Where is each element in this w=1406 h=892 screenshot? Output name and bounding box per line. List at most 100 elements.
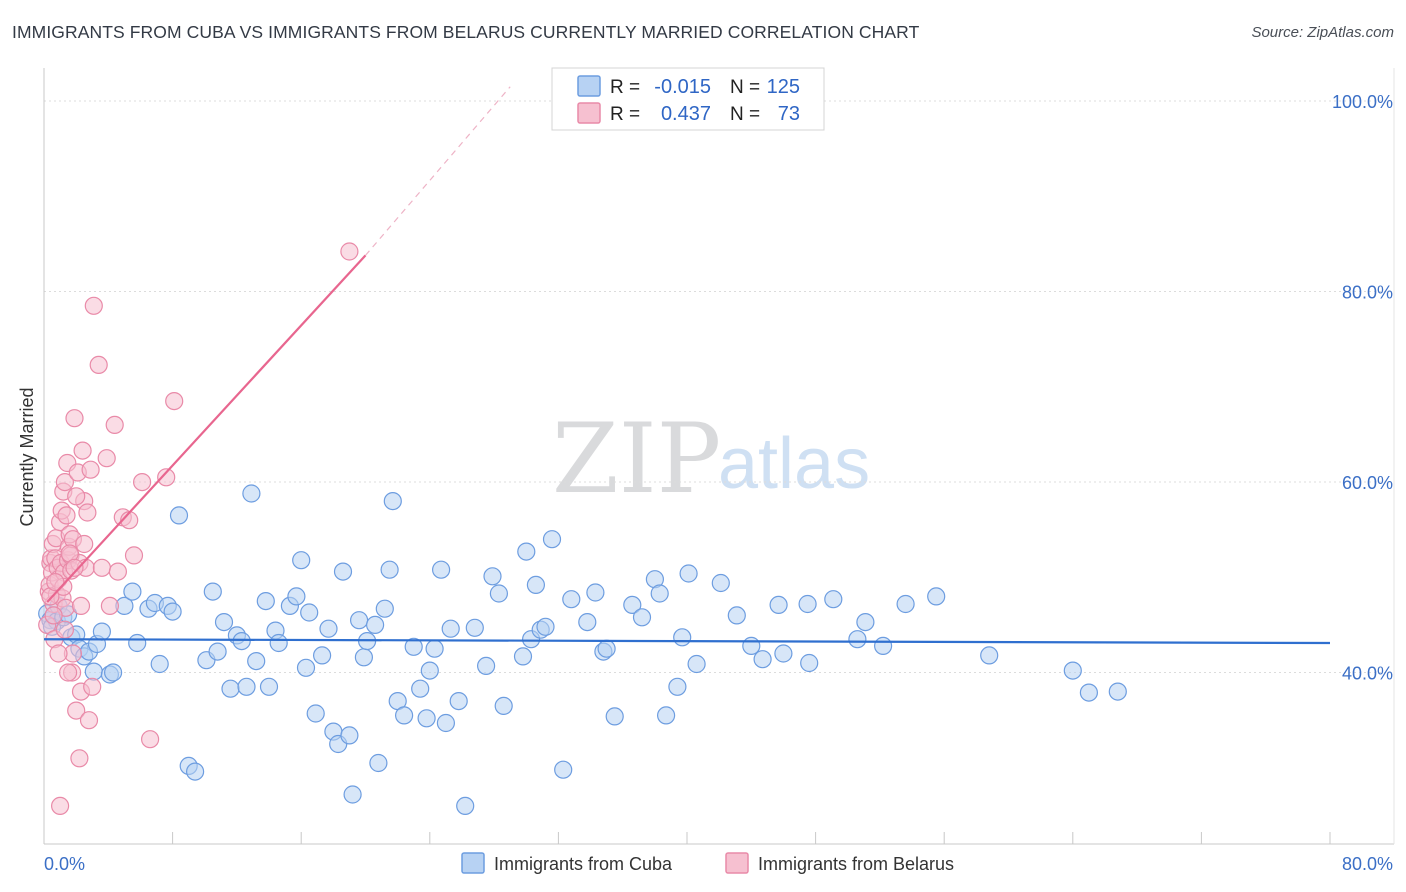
cuba-point-45 xyxy=(292,551,311,570)
cuba-point-13 xyxy=(84,662,103,681)
y-tick-label-60: 60.0% xyxy=(1342,473,1393,493)
cuba-point-113 xyxy=(848,630,867,649)
cuba-point-74 xyxy=(449,691,468,711)
belarus-point-32 xyxy=(67,701,86,720)
legend-r-label-cuba: R = xyxy=(610,77,640,98)
cuba-point-19 xyxy=(123,582,142,601)
legend-n-label-cuba: N = xyxy=(730,77,760,98)
watermark: ZIP atlas xyxy=(552,403,870,515)
y-tick-label-80: 80.0% xyxy=(1342,283,1393,303)
cuba-point-75 xyxy=(456,796,475,816)
belarus-point-64 xyxy=(67,487,86,506)
cuba-point-71 xyxy=(432,560,451,579)
cuba-point-55 xyxy=(343,785,362,804)
bottom-legend-label-belarus: Immigrants from Belarus xyxy=(758,854,954,874)
cuba-point-23 xyxy=(150,654,169,674)
cuba-point-69 xyxy=(420,661,439,680)
cuba-point-93 xyxy=(597,639,616,658)
cuba-point-82 xyxy=(517,542,536,561)
cuba-point-78 xyxy=(483,567,502,586)
cuba-point-38 xyxy=(247,651,266,671)
cuba-point-63 xyxy=(383,492,402,511)
y-tick-label-40: 40.0% xyxy=(1342,664,1393,684)
y-tick-label-100: 100.0% xyxy=(1332,92,1393,112)
cuba-point-88 xyxy=(554,760,573,779)
belarus-point-43 xyxy=(70,749,89,768)
cuba-point-117 xyxy=(927,587,946,606)
cuba-point-73 xyxy=(441,619,460,638)
belarus-point-58 xyxy=(340,242,359,261)
cuba-point-94 xyxy=(605,707,624,726)
belarus-point-57 xyxy=(165,392,184,411)
cuba-point-100 xyxy=(668,677,687,696)
bottom-legend-label-cuba: Immigrants from Cuba xyxy=(494,854,673,874)
axes xyxy=(43,68,1395,845)
cuba-point-30 xyxy=(203,582,222,601)
belarus-point-59 xyxy=(50,796,70,816)
cuba-point-105 xyxy=(727,606,746,625)
legend-n-value-cuba: 125 xyxy=(767,76,800,98)
belarus-point-40 xyxy=(79,711,99,730)
cuba-point-86 xyxy=(536,617,555,636)
cuba-point-20 xyxy=(128,633,147,653)
watermark-zip: ZIP xyxy=(552,403,721,515)
cuba-point-26 xyxy=(169,506,189,525)
belarus-point-41 xyxy=(81,460,100,479)
belarus-point-44 xyxy=(84,296,103,315)
cuba-point-35 xyxy=(232,631,251,651)
cuba-point-79 xyxy=(489,584,508,603)
legend-n-label-belarus: N = xyxy=(730,104,760,125)
cuba-point-109 xyxy=(774,644,793,663)
cuba-point-111 xyxy=(800,653,819,673)
trend-line-belarus xyxy=(46,254,367,603)
source-label: Source: ZipAtlas.com xyxy=(1251,24,1394,41)
cuba-point-59 xyxy=(366,615,385,635)
trend-line-belarus-extension xyxy=(365,86,511,256)
legend-n-value-belarus: 73 xyxy=(778,103,800,125)
belarus-point-46 xyxy=(92,558,112,577)
belarus-point-56 xyxy=(157,468,176,487)
x-tick-label-max: 80.0% xyxy=(1342,854,1393,874)
cuba-point-89 xyxy=(562,590,581,609)
cuba-point-25 xyxy=(163,602,182,621)
chart-title: IMMIGRANTS FROM CUBA VS IMMIGRANTS FROM … xyxy=(12,22,920,42)
cuba-point-102 xyxy=(679,564,698,583)
belarus-point-42 xyxy=(83,677,102,696)
cuba-point-76 xyxy=(465,618,484,637)
belarus-point-61 xyxy=(58,663,78,682)
belarus-point-54 xyxy=(133,473,152,492)
grid xyxy=(44,100,1394,674)
cuba-point-66 xyxy=(404,637,423,656)
cuba-point-50 xyxy=(319,619,338,638)
belarus-point-63 xyxy=(44,606,63,625)
belarus-point-53 xyxy=(124,546,144,565)
belarus-point-36 xyxy=(73,441,92,460)
legend-r-label-belarus: R = xyxy=(610,104,640,125)
series-belarus-points xyxy=(38,242,359,816)
belarus-point-72 xyxy=(46,572,65,592)
cuba-point-101 xyxy=(673,628,692,647)
legend-swatch-belarus xyxy=(577,102,601,124)
belarus-point-62 xyxy=(55,620,75,639)
cuba-point-107 xyxy=(753,650,772,669)
legend-swatch-cuba xyxy=(577,75,601,97)
cuba-point-32 xyxy=(214,612,234,632)
cuba-point-98 xyxy=(650,584,669,603)
cuba-point-87 xyxy=(542,530,562,549)
cuba-point-103 xyxy=(687,654,706,674)
belarus-point-31 xyxy=(65,409,84,428)
bottom-legend-swatch-cuba xyxy=(461,852,485,874)
cuba-point-70 xyxy=(425,639,444,658)
cuba-point-47 xyxy=(300,603,319,622)
cuba-point-116 xyxy=(896,594,915,614)
cuba-point-48 xyxy=(306,704,325,723)
cuba-point-54 xyxy=(340,726,359,745)
cuba-point-62 xyxy=(380,560,399,579)
cuba-point-68 xyxy=(417,709,436,728)
cuba-point-28 xyxy=(186,762,205,781)
bottom-legend-swatch-belarus xyxy=(725,852,749,874)
legend-r-value-belarus: 0.437 xyxy=(661,103,711,125)
cuba-point-118 xyxy=(980,646,999,665)
cuba-point-84 xyxy=(526,575,546,595)
cuba-point-56 xyxy=(350,611,369,630)
